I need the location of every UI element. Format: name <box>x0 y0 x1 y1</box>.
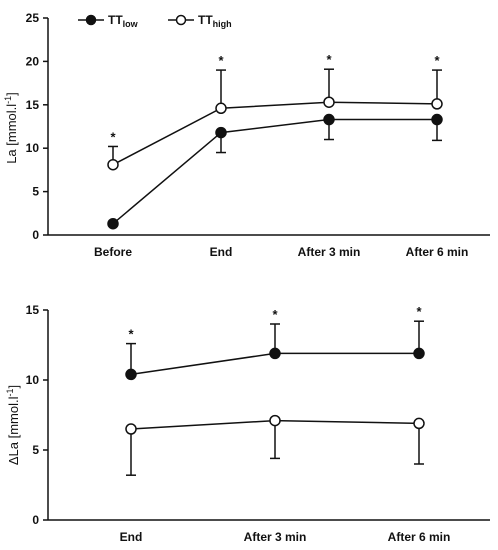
legend-label-ttlow: TTlow <box>108 13 139 29</box>
x-tick-label: After 6 min <box>406 245 469 259</box>
ylabel-bottom: ΔLa [mmol.l-1] <box>5 385 21 465</box>
top-plot: 0 5 10 15 20 25 Before End After 3 min After 6 mi… <box>26 11 490 259</box>
point-ttlow <box>215 126 227 139</box>
y-tick-label: 15 <box>26 303 40 317</box>
point-tthigh <box>431 98 443 110</box>
point-tthigh <box>215 102 227 115</box>
y-tick-label: 10 <box>26 373 40 387</box>
x-tick-label: Before <box>94 245 132 259</box>
point-ttlow <box>413 347 425 360</box>
legend-label-tthigh: TThigh <box>198 13 232 29</box>
significance-star: * <box>326 52 332 67</box>
y-tick-label: 20 <box>26 54 40 68</box>
y-tick-label: 25 <box>26 11 40 25</box>
significance-star: * <box>416 304 422 319</box>
x-tick-label: After 3 min <box>244 530 307 544</box>
y-tick-label: 0 <box>32 228 39 242</box>
y-tick-label: 15 <box>26 98 40 112</box>
significance-star: * <box>218 53 224 68</box>
x-tick-label: After 3 min <box>298 245 361 259</box>
point-ttlow <box>431 113 443 126</box>
y-tick-label: 5 <box>32 185 39 199</box>
point-tthigh <box>269 414 281 427</box>
significance-star: * <box>434 53 440 68</box>
significance-star: * <box>128 327 134 342</box>
y-tick-label: 0 <box>32 513 39 527</box>
series-line-ttlow <box>112 118 437 225</box>
ylabel-top: La [mmol.l-1] <box>3 92 19 164</box>
point-ttlow <box>125 368 137 381</box>
point-tthigh <box>125 423 137 435</box>
point-tthigh <box>107 158 119 171</box>
series-line-tthigh <box>112 101 438 166</box>
point-ttlow <box>107 217 119 230</box>
legend-marker-tthigh <box>175 14 187 26</box>
point-tthigh <box>323 96 335 108</box>
legend: TTlow TThigh <box>78 13 232 29</box>
point-tthigh <box>413 417 425 430</box>
x-tick-label: End <box>210 245 233 259</box>
bottom-plot: 0 5 10 15 End After 3 min After 6 min * * * <box>26 303 490 544</box>
x-tick-label: End <box>120 530 143 544</box>
y-tick-label: 10 <box>26 141 40 155</box>
x-tick-label: After 6 min <box>388 530 451 544</box>
point-ttlow <box>269 347 281 360</box>
significance-star: * <box>272 307 278 322</box>
significance-star: * <box>110 129 116 144</box>
y-tick-label: 5 <box>32 443 39 457</box>
point-ttlow <box>323 113 335 126</box>
